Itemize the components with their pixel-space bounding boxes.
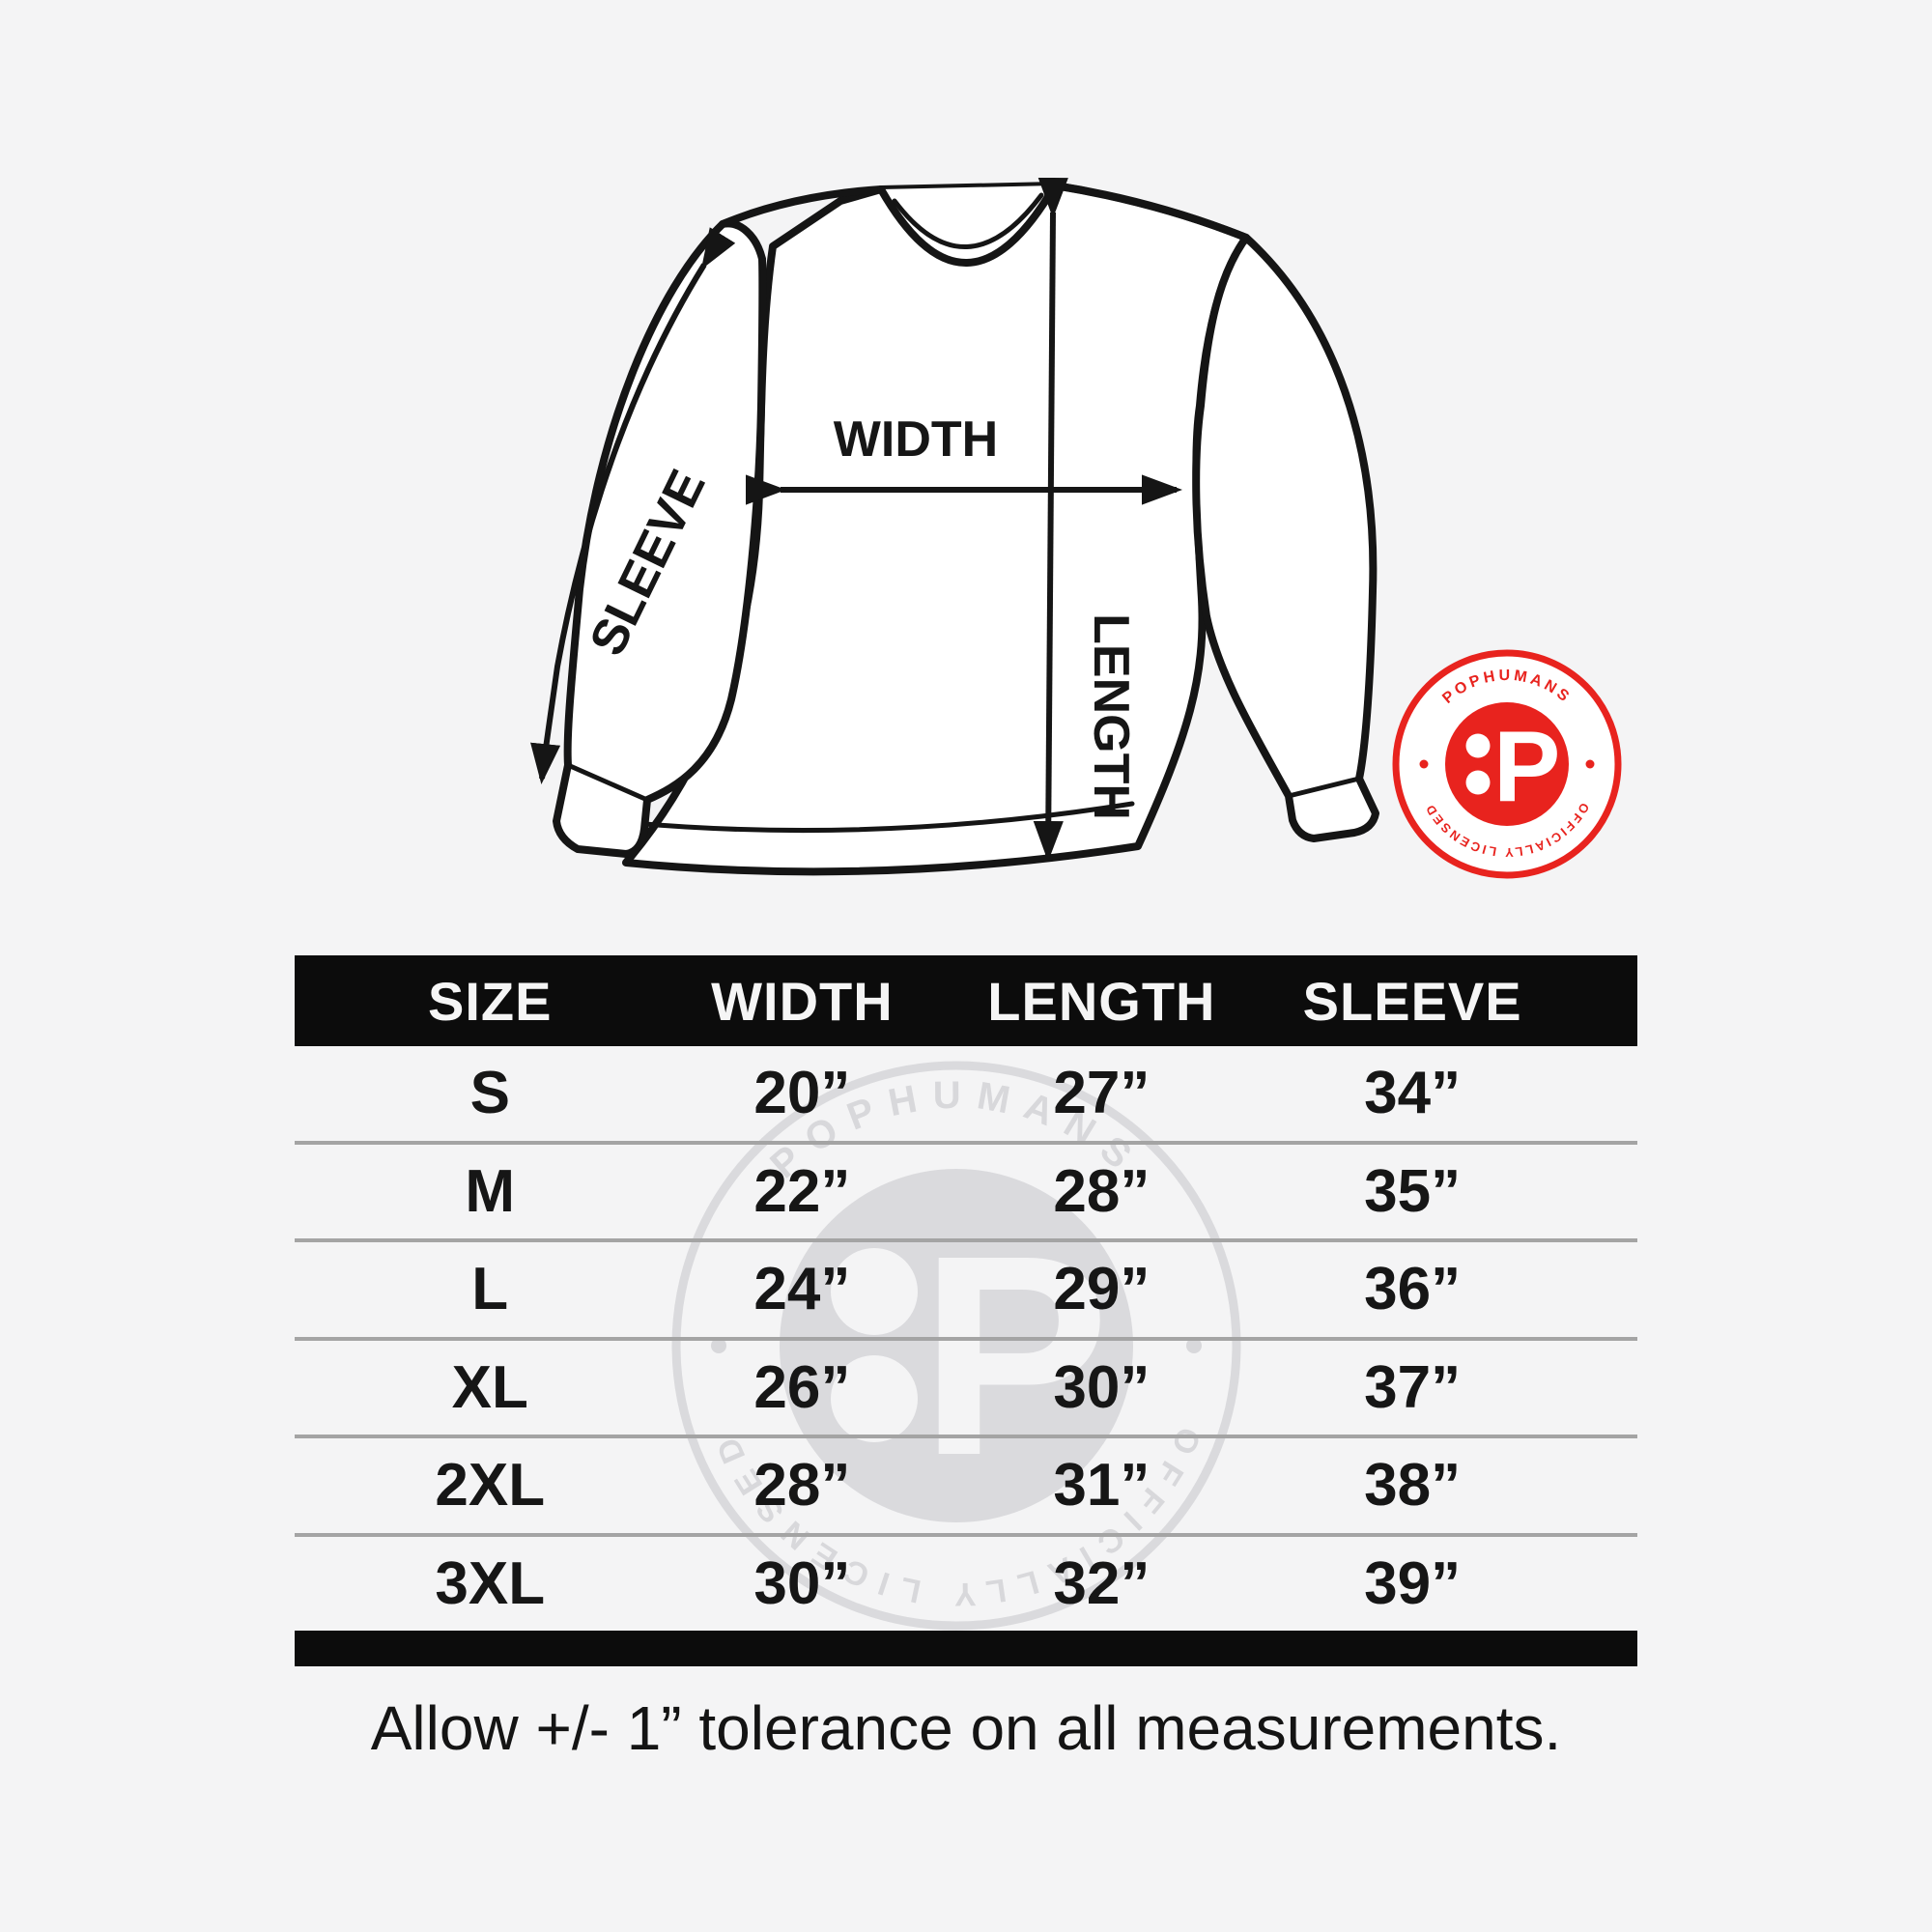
size-value: 2XL <box>435 1452 546 1520</box>
size-value: L <box>471 1256 509 1323</box>
length-value: 29” <box>1053 1256 1151 1323</box>
table-body: S 20” 27” 34” M 22” 28” 35” L 24” 29” 36… <box>295 1046 1637 1631</box>
length-value: 32” <box>1053 1549 1151 1617</box>
sleeve-value: 35” <box>1364 1157 1462 1225</box>
width-value: 26” <box>753 1353 851 1421</box>
measurement-annotations <box>530 177 1182 862</box>
table-row: 3XL 30” 32” 39” <box>295 1537 1637 1632</box>
size-value: XL <box>451 1353 528 1421</box>
collar-outer <box>877 182 1059 267</box>
right-sleeve <box>1192 234 1379 842</box>
table-row: S 20” 27” 34” <box>295 1046 1637 1145</box>
pophumans-watermark: POPHUMANS OFFICIALLY LICENSED P <box>671 1061 1241 1631</box>
watermark-monogram: P <box>920 1196 1110 1515</box>
length-value: 28” <box>1053 1157 1151 1225</box>
width-value: 20” <box>753 1060 851 1127</box>
table-row: XL 26” 30” 37” <box>295 1341 1637 1438</box>
width-label: WIDTH <box>834 412 998 468</box>
badge-monogram: P <box>1493 711 1560 823</box>
pophumans-badge: POPHUMANS OFFICIALLY LICENSED P <box>1392 649 1622 879</box>
table-row: 2XL 28” 31” 38” <box>295 1438 1637 1537</box>
column-header-sleeve: SLEEVE <box>1302 970 1522 1032</box>
tolerance-note: Allow +/- 1” tolerance on all measuremen… <box>370 1693 1562 1763</box>
width-value: 22” <box>753 1157 851 1225</box>
table-row: L 24” 29” 36” <box>295 1242 1637 1341</box>
left-shoulder-seam <box>719 185 885 228</box>
sleeve-value: 37” <box>1364 1353 1462 1421</box>
right-shoulder-seam <box>1051 182 1250 242</box>
table-header-row: SIZE WIDTH LENGTH SLEEVE <box>295 955 1637 1046</box>
size-chart-table: SIZE WIDTH LENGTH SLEEVE S 20” 27” 34” M… <box>295 955 1637 1631</box>
length-arrow <box>1033 177 1068 862</box>
column-header-length: LENGTH <box>987 970 1216 1032</box>
size-value: S <box>469 1060 510 1127</box>
length-value: 30” <box>1053 1353 1151 1421</box>
sleeve-value: 36” <box>1364 1256 1462 1323</box>
sleeve-arrow <box>530 227 736 784</box>
size-value: 3XL <box>435 1549 546 1617</box>
sleeve-value: 39” <box>1364 1549 1462 1617</box>
width-value: 28” <box>753 1452 851 1520</box>
length-value: 27” <box>1053 1060 1151 1127</box>
collar-inner <box>892 192 1044 249</box>
right-cuff-seam <box>1286 776 1362 799</box>
column-header-width: WIDTH <box>711 970 894 1032</box>
column-header-size: SIZE <box>428 970 553 1032</box>
table-row: M 22” 28” 35” <box>295 1145 1637 1242</box>
sleeve-value: 38” <box>1364 1452 1462 1520</box>
width-value: 30” <box>753 1549 851 1617</box>
sleeve-value: 34” <box>1364 1060 1462 1127</box>
width-value: 24” <box>753 1256 851 1323</box>
length-value: 31” <box>1053 1452 1151 1520</box>
size-value: M <box>465 1157 516 1225</box>
length-label: LENGTH <box>1083 613 1139 820</box>
table-bottom-bar <box>295 1631 1637 1666</box>
